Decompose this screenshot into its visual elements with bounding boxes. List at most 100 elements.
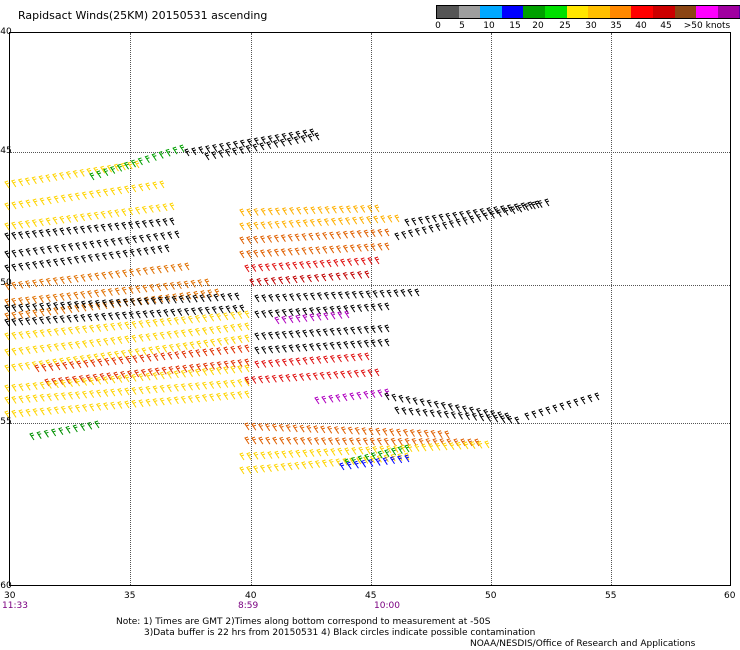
wind-barb <box>336 341 342 350</box>
wind-barb <box>265 436 271 445</box>
wind-barb <box>408 407 414 416</box>
wind-barb <box>384 302 390 311</box>
wind-barb <box>169 217 175 226</box>
wind-barb <box>365 446 371 455</box>
wind-barb <box>267 221 273 229</box>
wind-barb <box>312 260 318 269</box>
wind-barb <box>372 290 378 298</box>
wind-barb <box>295 314 301 323</box>
wind-barb <box>307 460 314 469</box>
wind-barb <box>478 413 485 422</box>
wind-barb <box>370 325 376 334</box>
wind-barb <box>288 330 294 339</box>
wind-barb <box>155 204 161 212</box>
wind-barb <box>294 233 300 242</box>
wind-barb <box>167 351 173 360</box>
wind-barb <box>94 313 100 321</box>
wind-barb <box>24 317 31 326</box>
wind-barb <box>122 249 128 258</box>
wind-barb <box>88 190 94 199</box>
wind-barb <box>244 422 250 431</box>
time-label-east: 10:00 <box>374 601 400 611</box>
wind-barb <box>239 139 245 148</box>
wind-barb <box>131 386 137 395</box>
wind-barb <box>66 301 73 310</box>
wind-barb <box>11 318 17 326</box>
wind-barb <box>187 382 193 391</box>
wind-barb <box>244 344 250 353</box>
map-plot-area[interactable] <box>9 32 731 586</box>
wind-barb <box>468 406 475 415</box>
wind-barb <box>288 207 295 215</box>
wind-barb <box>38 229 44 238</box>
wind-barb <box>131 373 137 382</box>
wind-barb <box>335 394 341 402</box>
wind-barb <box>334 437 341 446</box>
wind-barb <box>79 423 85 431</box>
wind-barb <box>292 261 298 270</box>
wind-barb <box>253 221 259 230</box>
wind-barb <box>52 315 58 324</box>
wind-barb <box>109 187 116 196</box>
wind-barb <box>129 297 135 306</box>
wind-barb <box>209 347 215 356</box>
wind-barb <box>71 375 78 384</box>
wind-barb <box>253 249 259 258</box>
wind-barb <box>111 357 117 365</box>
wind-barb <box>254 294 260 303</box>
wind-barb <box>108 299 114 307</box>
wind-barb <box>25 330 31 339</box>
wind-barb <box>173 383 179 392</box>
wind-barb <box>323 448 329 457</box>
wind-barb <box>295 449 301 458</box>
wind-barb <box>352 205 359 213</box>
wind-barb <box>169 281 175 290</box>
wind-barb <box>93 353 99 362</box>
wind-barb <box>309 218 315 227</box>
wind-barb <box>323 291 329 300</box>
wind-barb <box>316 292 323 300</box>
wind-barb <box>101 271 107 280</box>
wind-barb <box>193 290 199 299</box>
wind-barb <box>329 355 336 363</box>
wind-barb <box>237 335 243 344</box>
wind-barb <box>432 438 438 446</box>
wind-barb <box>435 223 441 232</box>
wind-barb <box>238 146 244 155</box>
wind-barb <box>125 355 131 364</box>
wind-barb <box>144 155 150 164</box>
wind-barb <box>267 207 273 216</box>
scale-swatch-11 <box>674 6 697 18</box>
wind-barb <box>145 333 151 341</box>
wind-barb <box>261 346 267 354</box>
wind-barb <box>232 140 239 149</box>
wind-barb <box>237 359 243 367</box>
wind-barb <box>114 270 121 278</box>
wind-barb <box>45 228 51 237</box>
wind-barb <box>302 307 308 316</box>
wind-barb <box>137 157 143 166</box>
wind-barb <box>174 351 180 359</box>
wind-barb <box>127 207 134 216</box>
wind-barb <box>414 288 420 297</box>
wind-barb <box>355 437 361 446</box>
wind-barb <box>55 362 61 371</box>
wind-barb <box>331 205 337 214</box>
wind-barb <box>322 245 328 254</box>
wind-barb <box>199 294 205 303</box>
wind-barb <box>166 317 172 326</box>
wind-barb <box>294 247 300 256</box>
wind-barb <box>493 206 499 214</box>
wind-barb <box>514 416 520 425</box>
wind-barb <box>166 330 172 339</box>
wind-barb <box>330 217 337 226</box>
wind-barb <box>349 230 355 239</box>
wind-barb <box>365 290 371 299</box>
wind-barb <box>319 259 325 268</box>
wind-barb <box>38 218 44 227</box>
wind-barb <box>335 245 342 253</box>
wind-barb <box>53 195 59 204</box>
wind-barb <box>342 244 348 253</box>
wind-barb <box>170 264 176 272</box>
wind-barb <box>11 297 17 306</box>
